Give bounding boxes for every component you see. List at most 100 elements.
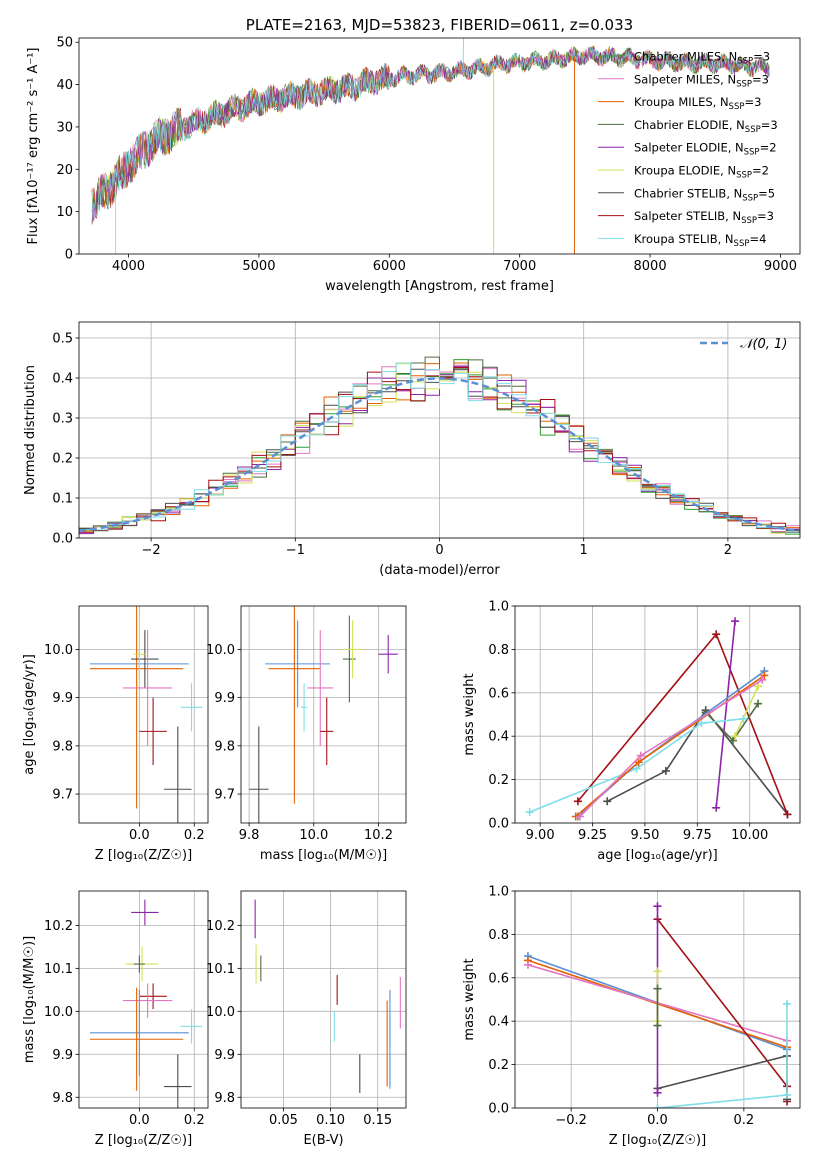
series-marker: [783, 1090, 792, 1099]
x-tick-label: 0.2: [184, 1113, 205, 1128]
series-marker: [636, 751, 645, 760]
errorbar-point-chabrier_stelib: [164, 726, 192, 823]
y-tick-label: 0.6: [488, 686, 509, 701]
legend-label-main: Chabrier ELODIE, N: [634, 118, 745, 132]
legend-label-tail: =3: [761, 118, 778, 132]
x-tick-label: 0.2: [734, 1113, 755, 1128]
y-tick-label: 0.0: [488, 1102, 509, 1117]
x-axis-label: Z [log₁₀(Z/Z☉)]: [95, 1133, 192, 1148]
series-line: [529, 718, 744, 813]
y-tick-label: 9.8: [214, 1091, 235, 1106]
x-tick-label: 9000: [764, 259, 797, 274]
legend-label-normal: 𝒩(0, 1): [740, 337, 787, 352]
y-axis-label: mass weight: [462, 673, 477, 755]
errorbar-point-normal_curve: [265, 620, 330, 708]
normal-curve: [79, 377, 800, 533]
y-tick-label: 30: [56, 120, 73, 135]
mass_vs_ebv-plot-area: [254, 899, 401, 1093]
legend-label-main: Chabrier STELIB, N: [634, 186, 742, 200]
mass_vs_Z-frame: [78, 890, 209, 1109]
mass_vs_ebv-grid: [241, 891, 406, 1108]
series-marker: [653, 1104, 662, 1108]
series-kroupa_stelib: [653, 999, 792, 1108]
y-tick-label: 10.0: [44, 1005, 73, 1020]
x-tick-label: −0.2: [555, 1113, 587, 1128]
x-tick-label: 0.15: [363, 1113, 392, 1128]
x-tick-label: 0: [435, 543, 443, 558]
legend-label-tail: =2: [760, 141, 777, 155]
histogram-kroupa_stelib: [79, 362, 800, 533]
series-salpeter_stelib: [573, 630, 792, 819]
x-tick-label: 0.10: [316, 1113, 345, 1128]
massweight_vs_age-plot-area: [525, 617, 792, 821]
errorbar-point-kroupa_miles: [268, 606, 321, 804]
errorbar-point-chabrier_stelib: [131, 630, 159, 688]
x-axis-label: age [log₁₀(age/yr)]: [597, 848, 718, 863]
y-tick-label: 9.8: [52, 1091, 73, 1106]
x-axis-label: mass [log₁₀(M/M☉)]: [260, 848, 387, 863]
series-marker: [783, 999, 792, 1008]
errorbar-point-salpeter_miles: [122, 630, 173, 746]
legend-label: Salpeter STELIB, NSSP=3: [634, 209, 774, 226]
series-kroupa_stelib: [525, 714, 748, 817]
y-tick-label: 50: [56, 36, 73, 51]
series-chabrier_stelib: [653, 1051, 792, 1104]
series-marker: [573, 797, 582, 806]
x-tick-label: 4000: [112, 259, 145, 274]
x-tick-label: 9.25: [578, 828, 607, 843]
y-tick-label: 9.7: [214, 788, 235, 803]
massweight_vs_age-axes: 9.00 9.25 9.50 9.75 10.00 0.0 0.2 0.4 0.6 0.8 1.0 a…: [462, 600, 801, 863]
spectrum-line-kroupa_stelib: [91, 46, 770, 223]
errorbar-point-kroupa_stelib: [180, 683, 203, 732]
x-axis-label: Z [log₁₀(Z/Z☉)]: [609, 1133, 706, 1148]
x-tick-label: −1: [286, 543, 305, 558]
x-tick-label: 9.00: [526, 828, 555, 843]
errorbar-point-salpeter_stelib: [139, 983, 167, 1010]
errorbar-point-kroupa_elodie: [342, 620, 363, 679]
age_vs_Z-axes: 0.0 0.2 9.7 9.8 9.9 10.0 Z [log₁₀(Z/Z☉)] age [l…: [22, 605, 209, 863]
massweight_vs_age-frame: [514, 605, 801, 824]
residuals-plot-area: [79, 356, 800, 535]
series-marker: [697, 719, 706, 728]
mass_vs_ebv-frame: [240, 890, 407, 1109]
series-marker: [575, 812, 584, 821]
age_vs_mass-axes: 9.8 10.0 10.2 9.7 9.8 9.9 10.0 mass [log₁₀(M/M☉…: [206, 605, 407, 863]
x-tick-label: 10.2: [364, 828, 393, 843]
y-tick-label: 0.3: [52, 412, 73, 427]
errorbar-point-chabrier_stelib: [249, 726, 269, 823]
errorbar-point-chabrier_elodie: [133, 955, 145, 973]
series-marker: [653, 902, 662, 911]
legend-label-sub: SSP: [742, 193, 758, 203]
errorbar-point-chabrier_elodie: [342, 615, 356, 703]
y-tick-label: 0.4: [52, 372, 73, 387]
x-tick-label: −2: [142, 543, 161, 558]
series-marker: [754, 699, 763, 708]
legend-label-main: Chabrier MILES, N: [634, 50, 737, 64]
series-chabrier_elodie: [653, 984, 662, 1030]
legend-label-main: Salpeter MILES, N: [634, 72, 736, 86]
errorbar-point-salpeter_elodie: [378, 634, 398, 674]
y-axis-label: Flux [fλ10⁻¹⁷ erg cm⁻² s⁻¹ A⁻¹]: [26, 48, 41, 245]
legend-label: Kroupa ELODIE, NSSP=2: [634, 164, 769, 181]
legend-label-tail: =3: [757, 209, 774, 223]
series-line: [715, 621, 736, 808]
x-axis-label: Z [log₁₀(Z/Z☉)]: [95, 848, 192, 863]
legend-label-tail: =2: [752, 164, 769, 178]
legend-label: Chabrier STELIB, NSSP=5: [634, 186, 775, 203]
x-tick-label: 9.75: [683, 828, 712, 843]
y-tick-label: 9.8: [214, 739, 235, 754]
errorbar-point-kroupa_miles: [89, 987, 184, 1091]
spectrum-axes: 4000 5000 6000 7000 8000 9000 0 10 20 30 40 50 wavel…: [26, 16, 801, 294]
legend-label: Kroupa MILES, NSSP=3: [634, 95, 761, 112]
y-tick-label: 0.4: [488, 1015, 509, 1030]
series-marker: [754, 682, 763, 691]
x-tick-label: 8000: [634, 259, 667, 274]
y-tick-label: 10.1: [206, 962, 235, 977]
y-tick-label: 20: [56, 163, 73, 178]
massweight_vs_Z-axes: −0.2 0.0 0.2 0.0 0.2 0.4 0.6 0.8 1.0 Z [log₁₀(Z/Z…: [462, 885, 801, 1148]
series-line: [606, 708, 789, 815]
series-marker: [653, 967, 662, 976]
y-tick-label: 10.0: [44, 643, 73, 658]
y-axis-label: mass weight: [462, 958, 477, 1040]
series-kroupa_elodie: [731, 682, 763, 741]
